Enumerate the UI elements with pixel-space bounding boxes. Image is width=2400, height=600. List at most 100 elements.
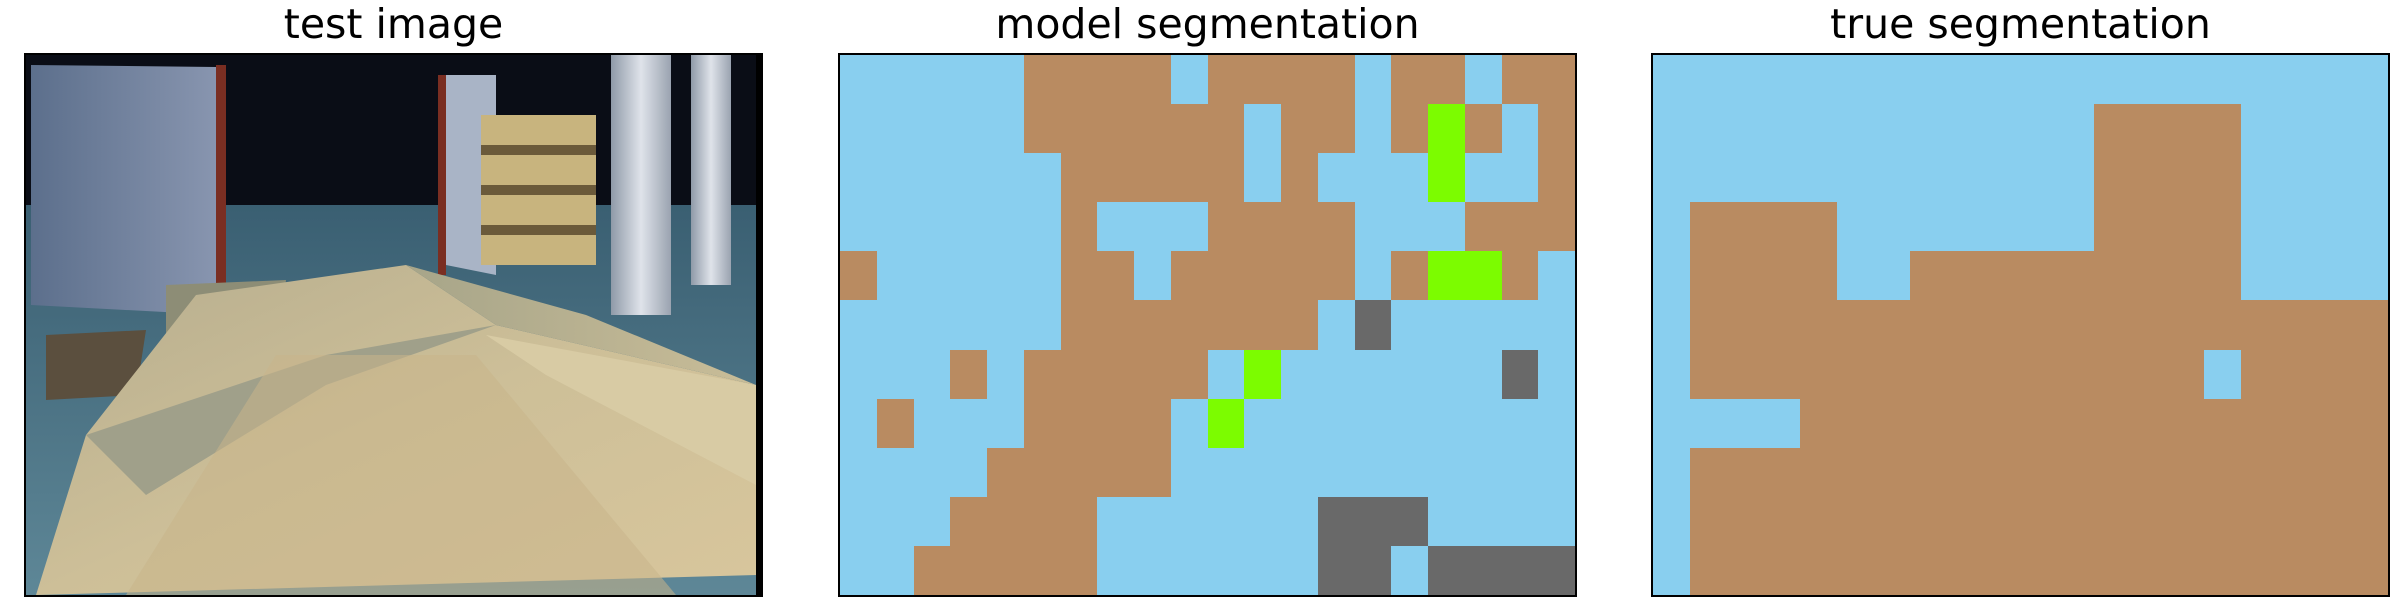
- segment-cell: [2351, 153, 2388, 203]
- segment-cell: [2277, 202, 2315, 252]
- segment-cell: [1391, 300, 1428, 350]
- segment-cell: [1910, 447, 1947, 497]
- segment-cell: [1873, 251, 1911, 301]
- segment-cell: [987, 496, 1024, 546]
- segment-cell: [987, 55, 1024, 105]
- segment-cell: [2204, 496, 2241, 546]
- segment-cell: [840, 104, 877, 154]
- segment-cell: [987, 349, 1024, 399]
- segment-cell: [2351, 104, 2388, 154]
- segment-cell: [1464, 300, 1502, 350]
- segment-cell: [1354, 398, 1392, 448]
- segment-cell: [1873, 496, 1911, 546]
- segment-cell: [2314, 447, 2352, 497]
- segment-cell: [1134, 202, 1171, 252]
- segment-cell: [913, 300, 951, 350]
- segment-cell: [2167, 202, 2205, 252]
- segment-cell: [1317, 545, 1355, 595]
- segment-cell: [2204, 447, 2241, 497]
- segment-cell: [1281, 55, 1318, 105]
- segment-cell: [987, 447, 1024, 497]
- segment-cell: [2241, 398, 2278, 448]
- segment-cell: [1873, 398, 1911, 448]
- segment-cell: [1464, 447, 1502, 497]
- segment-cell: [2167, 496, 2205, 546]
- segment-cell: [2130, 55, 2168, 105]
- segment-cell: [1170, 496, 1208, 546]
- segment-cell: [1281, 202, 1318, 252]
- segment-cell: [1763, 251, 1800, 301]
- segment-cell: [1317, 496, 1355, 546]
- segment-cell: [1947, 545, 1984, 595]
- segment-cell: [1726, 153, 1764, 203]
- segment-cell: [1726, 55, 1764, 105]
- segment-cell: [2204, 398, 2241, 448]
- segment-cell: [876, 300, 914, 350]
- segment-cell: [1464, 349, 1502, 399]
- segment-cell: [1800, 496, 1837, 546]
- segment-cell: [1538, 202, 1575, 252]
- segment-cell: [2241, 104, 2278, 154]
- segment-cell: [913, 398, 951, 448]
- segment-cell: [1097, 104, 1134, 154]
- segment-cell: [950, 202, 987, 252]
- segment-cell: [1207, 398, 1245, 448]
- segment-cell: [1134, 545, 1171, 595]
- segment-cell: [1170, 545, 1208, 595]
- segment-cell: [840, 153, 877, 203]
- segment-cell: [1689, 55, 1727, 105]
- segment-cell: [2351, 349, 2388, 399]
- segment-cell: [1763, 300, 1800, 350]
- segment-cell: [987, 153, 1024, 203]
- segment-cell: [1836, 300, 1874, 350]
- segment-cell: [1726, 496, 1764, 546]
- segment-cell: [2094, 496, 2131, 546]
- segment-cell: [1983, 300, 2021, 350]
- segment-cell: [1134, 398, 1171, 448]
- segment-cell: [876, 55, 914, 105]
- segment-cell: [1836, 202, 1874, 252]
- segment-cell: [1170, 153, 1208, 203]
- segment-cell: [1947, 349, 1984, 399]
- segment-cell: [2094, 153, 2131, 203]
- segment-cell: [1281, 300, 1318, 350]
- segment-cell: [1060, 349, 1098, 399]
- segment-cell: [2351, 545, 2388, 595]
- segment-cell: [2277, 447, 2315, 497]
- segment-cell: [2094, 55, 2131, 105]
- segment-cell: [1464, 496, 1502, 546]
- segment-cell: [876, 545, 914, 595]
- segment-cell: [1134, 300, 1171, 350]
- segment-cell: [1244, 153, 1281, 203]
- model-segmentation-panel: [838, 53, 1577, 597]
- segment-cell: [1501, 496, 1539, 546]
- segment-cell: [1653, 545, 1690, 595]
- segment-cell: [1501, 545, 1539, 595]
- segment-cell: [913, 55, 951, 105]
- segment-cell: [1763, 447, 1800, 497]
- segment-cell: [1134, 251, 1171, 301]
- segment-cell: [1873, 104, 1911, 154]
- segment-cell: [1428, 55, 1465, 105]
- segment-cell: [2351, 496, 2388, 546]
- segment-cell: [1391, 398, 1428, 448]
- segment-cell: [2020, 153, 2058, 203]
- segment-cell: [2020, 447, 2058, 497]
- segment-cell: [2057, 153, 2094, 203]
- segment-cell: [1653, 447, 1690, 497]
- segment-cell: [1060, 104, 1098, 154]
- segment-cell: [1170, 202, 1208, 252]
- segment-cell: [1391, 202, 1428, 252]
- segment-cell: [1354, 496, 1392, 546]
- segment-cell: [1317, 447, 1355, 497]
- segment-cell: [950, 104, 987, 154]
- segment-cell: [1538, 545, 1575, 595]
- segment-cell: [2130, 398, 2168, 448]
- segment-cell: [2167, 251, 2205, 301]
- segment-cell: [2241, 545, 2278, 595]
- segment-cell: [1170, 251, 1208, 301]
- segment-cell: [1207, 251, 1245, 301]
- segment-cell: [1391, 153, 1428, 203]
- segment-cell: [1391, 545, 1428, 595]
- segment-cell: [1800, 104, 1837, 154]
